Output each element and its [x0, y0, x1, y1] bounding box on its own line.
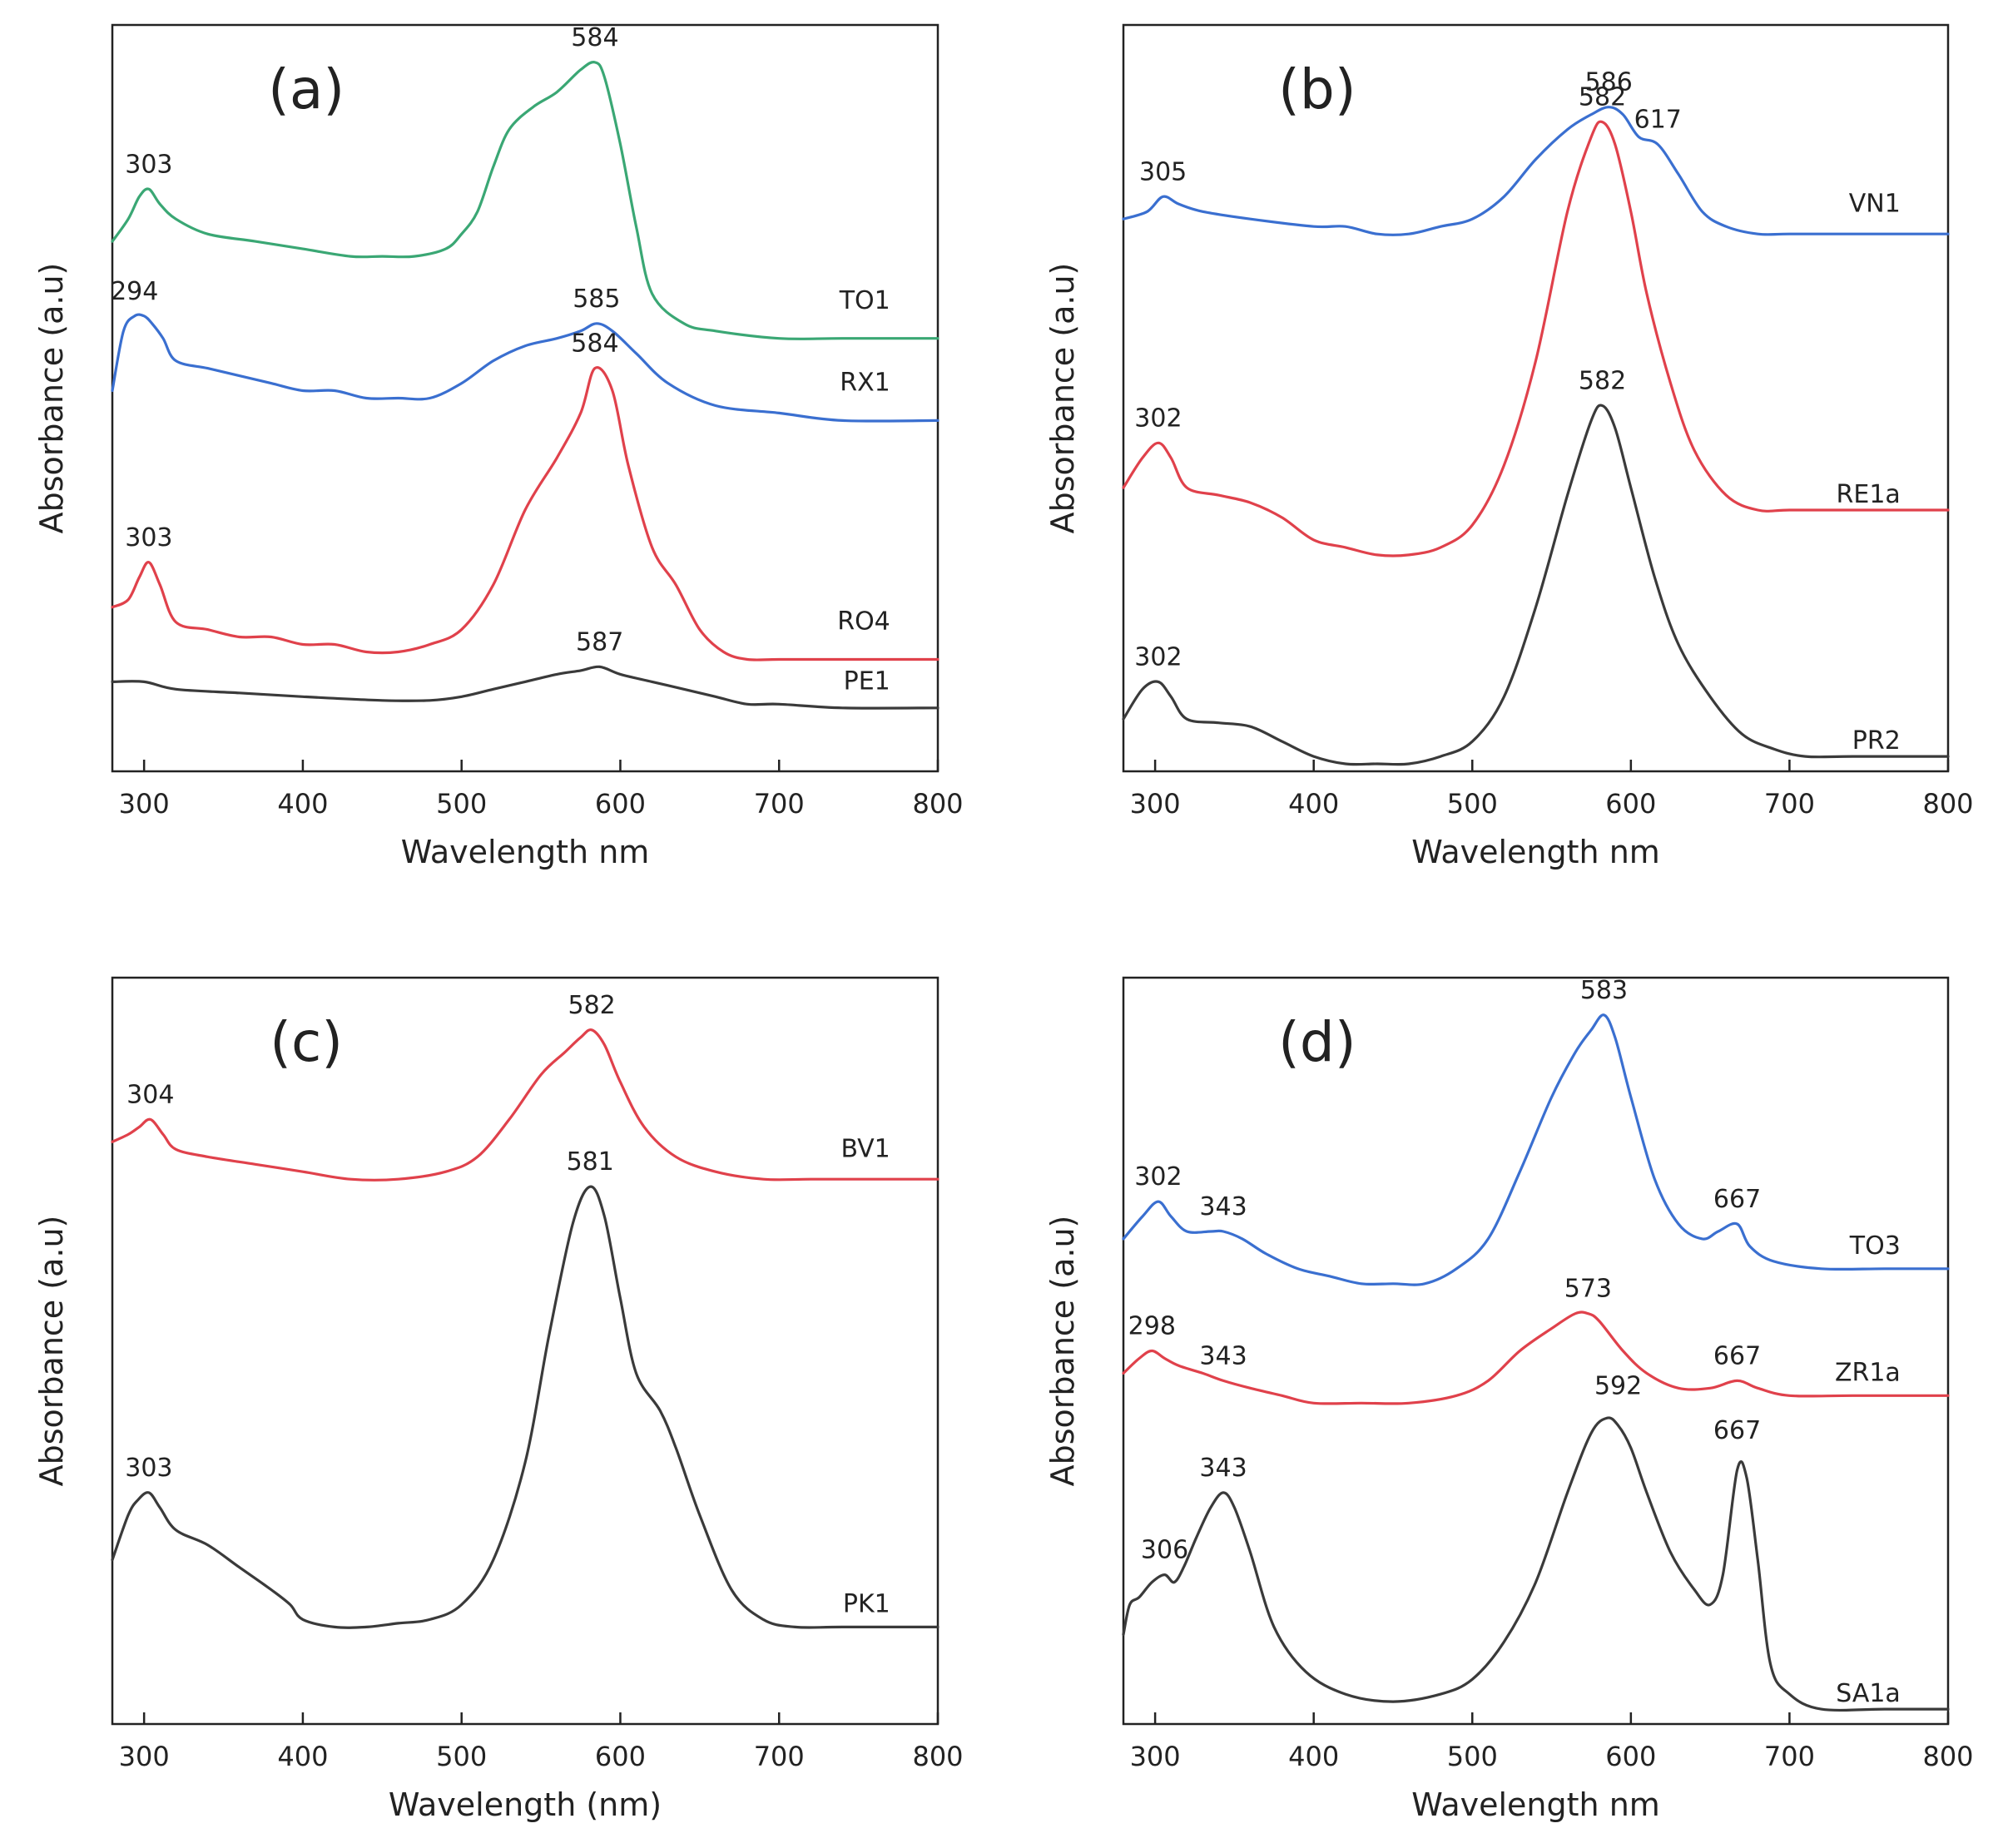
x-tick-label-700: 700: [1764, 788, 1815, 820]
series-label-pe1: PE1: [844, 666, 890, 696]
panel-c: 300 400 500 600 700 800 Wavelength (nm) Absorba…: [33, 976, 964, 1823]
peak-label: 343: [1199, 1454, 1247, 1483]
series-line-sa1a: [1122, 1416, 1950, 1712]
peak-label: 305: [1139, 157, 1187, 186]
series-label-sa1a: SA1a: [1836, 1679, 1901, 1708]
series-label-ro4: RO4: [837, 607, 890, 637]
series-label-vn1: VN1: [1849, 189, 1901, 218]
x-tick-label-600: 600: [595, 1741, 646, 1772]
y-axis-title: Absorbance (a.u): [1044, 263, 1081, 534]
peak-label: 582: [568, 991, 615, 1020]
peak-label: 573: [1564, 1275, 1612, 1304]
x-tick-label-800: 800: [1922, 788, 1973, 820]
panel-a: 300 400 500 600 700 800 Wavelength nm Absorbanc…: [33, 23, 964, 870]
y-axis-title: Absorbance (a.u): [33, 1216, 70, 1487]
x-tick-label-500: 500: [1447, 788, 1498, 820]
panel-b: 300 400 500 600 700 800 Wavelength nm Absorbanc…: [1044, 23, 1974, 870]
x-tick-label-400: 400: [1288, 1741, 1339, 1772]
peak-label: 667: [1713, 1341, 1761, 1370]
x-tick-label-500: 500: [436, 1741, 487, 1772]
peak-label: 343: [1199, 1192, 1247, 1221]
series-line-pr2: [1122, 404, 1950, 766]
x-tick-label-300: 300: [119, 1741, 170, 1772]
series-line-bv1: [111, 1028, 940, 1182]
peak-label: 586: [1585, 68, 1633, 97]
x-tick-label-300: 300: [119, 788, 170, 820]
x-tick-label-800: 800: [912, 788, 963, 820]
peak-label: 303: [125, 150, 172, 179]
peak-label: 592: [1594, 1371, 1642, 1400]
panel-label: (c): [270, 1010, 343, 1074]
peak-label: 617: [1634, 106, 1682, 135]
series-label-re1a: RE1a: [1837, 480, 1901, 509]
series-line-to3: [1122, 1013, 1950, 1286]
peak-label: 294: [111, 277, 158, 306]
series-line-vn1: [1122, 106, 1950, 236]
x-tick-label-400: 400: [277, 788, 328, 820]
plot-frame-c: [111, 976, 940, 1726]
x-axis-title: Wavelength (nm): [389, 1786, 662, 1823]
series-line-to1: [111, 61, 940, 340]
series-line-ro4: [111, 366, 940, 661]
plot-frame-b: [1122, 23, 1950, 773]
panel-label: (b): [1278, 57, 1356, 121]
series-label-rx1: RX1: [840, 369, 890, 398]
peak-label: 298: [1128, 1312, 1176, 1341]
peak-label: 302: [1134, 642, 1182, 671]
series-label-to3: TO3: [1849, 1231, 1901, 1261]
y-axis-title: Absorbance (a.u): [33, 263, 70, 534]
peak-label: 306: [1141, 1536, 1188, 1565]
series-line-re1a: [1122, 120, 1950, 557]
peak-label: 304: [126, 1080, 174, 1109]
panel-label: (d): [1278, 1010, 1356, 1074]
series-line-pk1: [111, 1185, 940, 1629]
x-tick-label-300: 300: [1130, 1741, 1181, 1772]
peak-label: 667: [1713, 1416, 1761, 1445]
peak-label: 582: [1579, 83, 1626, 112]
peak-label: 302: [1134, 1162, 1182, 1192]
plot-frame-a: [111, 23, 940, 773]
x-tick-label-300: 300: [1130, 788, 1181, 820]
series-line-rx1: [111, 313, 940, 423]
series-label-pk1: PK1: [843, 1589, 890, 1618]
x-axis-title: Wavelength nm: [1411, 834, 1660, 870]
peak-label: 584: [571, 329, 618, 359]
x-tick-label-700: 700: [754, 1741, 805, 1772]
series-label-pr2: PR2: [1852, 726, 1901, 756]
x-axis-title: Wavelength nm: [401, 834, 650, 870]
series-label-zr1a: ZR1a: [1835, 1358, 1901, 1387]
peak-label: 582: [1579, 366, 1626, 395]
x-tick-label-600: 600: [1605, 788, 1656, 820]
x-tick-label-600: 600: [595, 788, 646, 820]
peak-label: 303: [125, 1454, 172, 1483]
peak-label: 667: [1713, 1185, 1761, 1214]
peak-label: 585: [573, 285, 620, 314]
series-line-zr1a: [1122, 1310, 1950, 1405]
x-tick-label-700: 700: [754, 788, 805, 820]
x-tick-label-400: 400: [277, 1741, 328, 1772]
plot-frame-d: [1122, 976, 1950, 1726]
peak-label: 583: [1580, 976, 1628, 1005]
x-tick-label-700: 700: [1764, 1741, 1815, 1772]
y-axis-title: Absorbance (a.u): [1044, 1216, 1081, 1487]
panel-d: 300 400 500 600 700 800 Wavelength nm Absorbanc…: [1044, 976, 1974, 1823]
x-tick-label-600: 600: [1605, 1741, 1656, 1772]
series-line-pe1: [111, 665, 940, 710]
x-tick-label-500: 500: [436, 788, 487, 820]
x-tick-label-800: 800: [912, 1741, 963, 1772]
x-tick-label-500: 500: [1447, 1741, 1498, 1772]
panel-label: (a): [268, 57, 345, 121]
peak-label: 303: [125, 523, 172, 552]
series-label-bv1: BV1: [840, 1134, 890, 1163]
x-axis-title: Wavelength nm: [1411, 1786, 1660, 1823]
x-tick-label-400: 400: [1288, 788, 1339, 820]
x-tick-label-800: 800: [1922, 1741, 1973, 1772]
peak-label: 587: [576, 627, 623, 656]
peak-label: 302: [1134, 404, 1182, 433]
series-label-to1: TO1: [839, 286, 890, 315]
peak-label: 581: [567, 1147, 614, 1177]
peak-label: 343: [1199, 1341, 1247, 1370]
peak-label: 584: [571, 23, 618, 52]
